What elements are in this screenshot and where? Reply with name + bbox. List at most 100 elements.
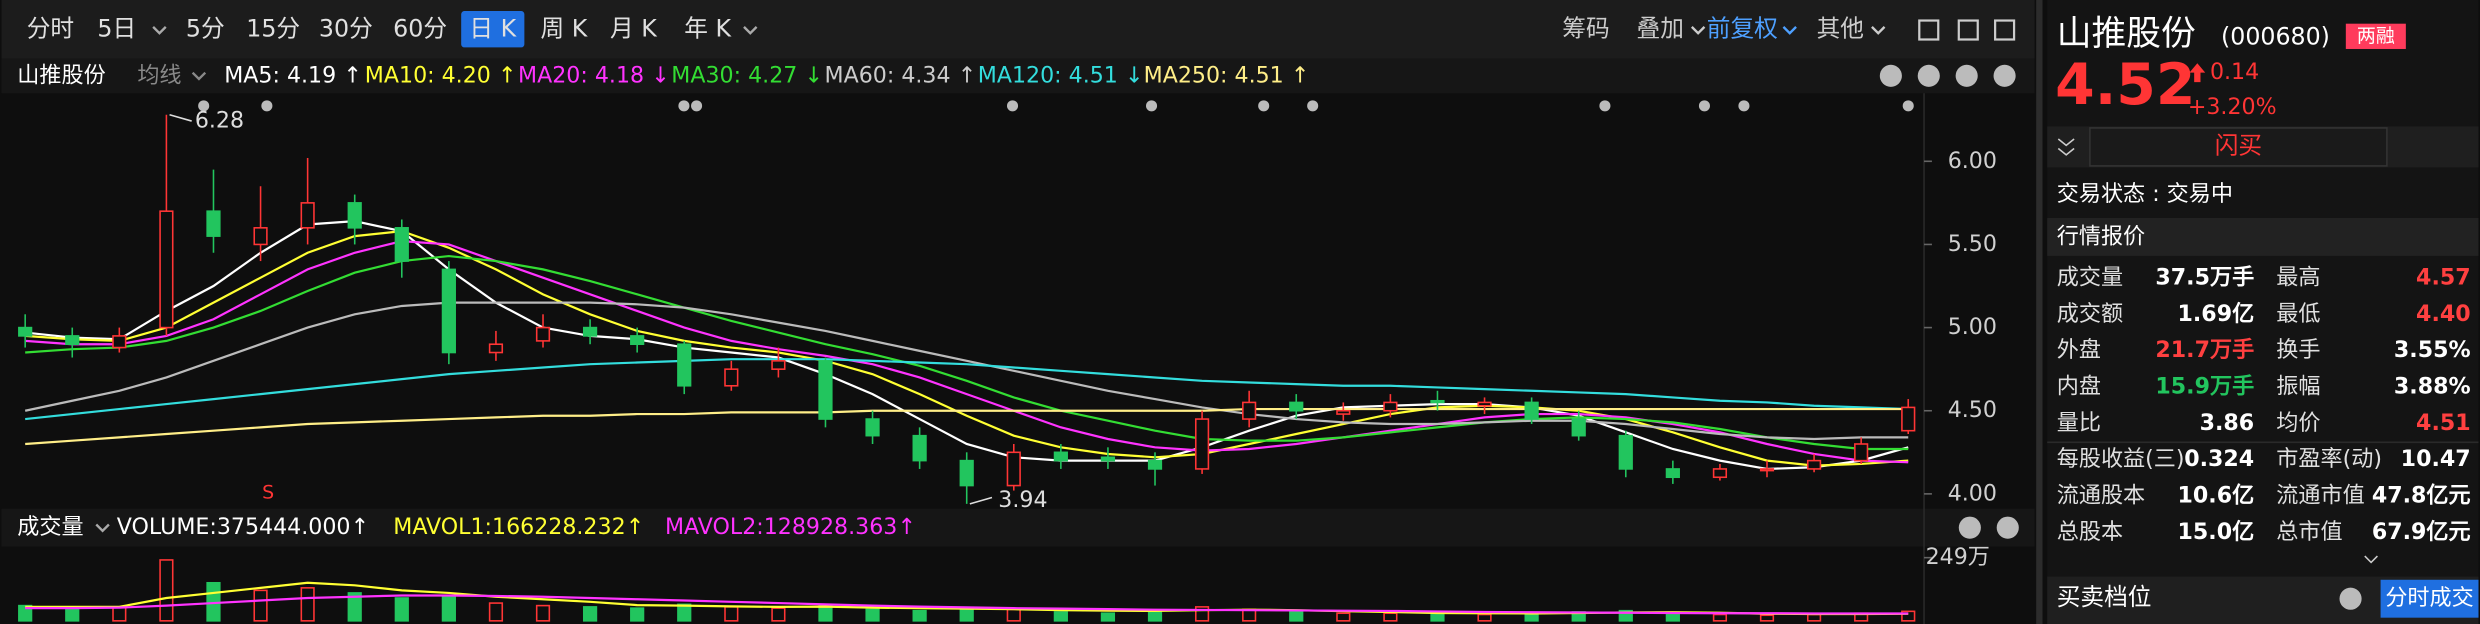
quote-value: 10.6亿 — [2178, 483, 2255, 509]
tool-button[interactable]: 其他 — [1817, 15, 1864, 43]
tool-icon[interactable] — [1918, 19, 1940, 41]
candle-body — [112, 335, 127, 349]
content: 分时 5日 5分 15分 30分 60分日 K 周 K 月 K 年 K 筹码 叠加 前复权 其他 山推股份… — [17, 11, 2479, 624]
candle-body — [959, 459, 974, 487]
stock-name: 山推股份 — [2057, 14, 2196, 54]
candle-body — [347, 202, 362, 229]
quote-value: 3.88% — [2394, 374, 2471, 400]
signal-dot — [691, 100, 703, 112]
period-tab[interactable]: 5日 — [97, 15, 136, 43]
candle-body — [1571, 418, 1586, 437]
period-tab[interactable]: 60分 — [393, 15, 447, 43]
quote-value: 0.324 — [2184, 446, 2254, 472]
collapse-icon[interactable] — [2057, 138, 2075, 156]
panel-icon[interactable] — [1955, 64, 1978, 87]
candle-body — [677, 343, 692, 387]
volume-bar — [771, 607, 786, 622]
volume-bar — [1147, 611, 1163, 622]
volume-bar — [253, 589, 268, 622]
period-tab[interactable]: 月 K — [610, 15, 658, 43]
period-tab[interactable]: 30分 — [319, 15, 373, 43]
signal-dot — [1599, 100, 1611, 112]
ma-legend: MA5: 4.19 ↑ — [224, 62, 362, 88]
low-annotation: 3.94 — [998, 487, 1047, 513]
candle-body — [1477, 401, 1492, 407]
period-tab[interactable]: 5分 — [186, 15, 225, 43]
buy-button[interactable] — [2089, 127, 2388, 167]
volume-bar — [18, 604, 33, 622]
period-tab[interactable]: 周 K — [540, 15, 588, 43]
quote-label: 市盈率(动) — [2276, 446, 2382, 472]
ma-legend: MA60: 4.34 ↑ — [825, 62, 977, 88]
quote-value: 4.51 — [2416, 410, 2471, 436]
quote-label: 外盘 — [2057, 337, 2101, 363]
ma-legend: MA250: 4.51 ↑ — [1144, 62, 1310, 88]
quote-label: 成交量 — [2057, 265, 2123, 291]
settings-icon[interactable] — [2339, 587, 2362, 610]
volume-bar — [818, 604, 833, 622]
volume-bar — [1712, 613, 1728, 622]
panel-icon[interactable] — [1993, 64, 2016, 87]
period-tab[interactable]: 年 K — [684, 15, 732, 43]
candle-body — [1006, 451, 1021, 487]
period-tab[interactable]: 15分 — [246, 15, 300, 43]
candle-body — [771, 360, 786, 370]
ma-legend: MA30: 4.27 ↓ — [671, 62, 823, 88]
volume-bar — [959, 607, 974, 622]
ma-line — [25, 240, 1909, 464]
panel-icon[interactable] — [1996, 516, 2019, 539]
quote-value: 4.57 — [2416, 265, 2471, 291]
candle-body — [159, 210, 174, 329]
flash-buy[interactable]: 闪买 — [2215, 131, 2262, 159]
tool-button[interactable]: 叠加 — [1637, 15, 1684, 43]
period-selected — [461, 11, 525, 48]
volume-legend: MAVOL2:128928.363↑ — [665, 514, 916, 540]
quote-label: 均价 — [2276, 410, 2320, 436]
volume-bar — [65, 607, 80, 622]
candle-body — [1100, 456, 1116, 462]
tab-label[interactable]: 分时成交 — [2385, 585, 2473, 611]
quote-label: 量比 — [2057, 410, 2101, 436]
volume-bar — [582, 606, 598, 622]
signal-dot — [1738, 100, 1750, 112]
quote-label: 流通市值 — [2276, 483, 2364, 509]
volume-bar — [394, 597, 409, 622]
period-tab[interactable]: 分时 — [27, 15, 74, 43]
panel-icon[interactable] — [1917, 64, 1940, 87]
section-title: 行情报价 — [2057, 223, 2145, 249]
volume-bar — [300, 587, 315, 622]
panel-icon[interactable] — [1958, 516, 1981, 539]
margin-tag: 两融 — [2357, 25, 2395, 47]
quote-value: 15.0亿 — [2178, 519, 2255, 545]
quote-label: 最低 — [2276, 301, 2320, 327]
candle-body — [1289, 401, 1304, 412]
stock-code: (000680) — [2221, 22, 2330, 50]
candle-body — [818, 360, 833, 420]
volume-bar — [1901, 610, 1916, 622]
candle-body — [1242, 401, 1257, 420]
caret — [1690, 26, 1706, 35]
up-arrow — [2189, 63, 2206, 83]
period-tab[interactable]: 日 K — [469, 15, 517, 43]
annotation-arrow — [169, 113, 192, 122]
tool-button[interactable]: 前复权 — [1707, 15, 1778, 43]
signal-dot — [261, 100, 273, 112]
tool-button[interactable]: 筹码 — [1562, 15, 1609, 43]
panel-icon[interactable] — [1879, 64, 1902, 87]
trade-status: 交易状态 : 交易中 — [2057, 181, 2233, 207]
expand-caret[interactable] — [2364, 555, 2378, 564]
quote-panel — [2047, 0, 2479, 624]
ma-toggle[interactable]: 均线 — [137, 62, 181, 88]
volume-bar — [1383, 612, 1398, 622]
quote-value: 10.47 — [2401, 446, 2471, 472]
high-annotation: 6.28 — [195, 108, 244, 134]
quote-label: 内盘 — [2057, 374, 2101, 400]
volume-bar — [630, 607, 645, 622]
tool-icon[interactable] — [1957, 19, 1979, 41]
y-tick-label: 5.50 — [1948, 231, 1997, 257]
tool-icon[interactable] — [1994, 19, 2016, 41]
volume-bar — [159, 559, 174, 622]
tab-bg[interactable] — [2380, 579, 2479, 618]
section-bg — [2047, 218, 2479, 256]
volume-legend: MAVOL1:166228.232↑ — [393, 514, 644, 540]
